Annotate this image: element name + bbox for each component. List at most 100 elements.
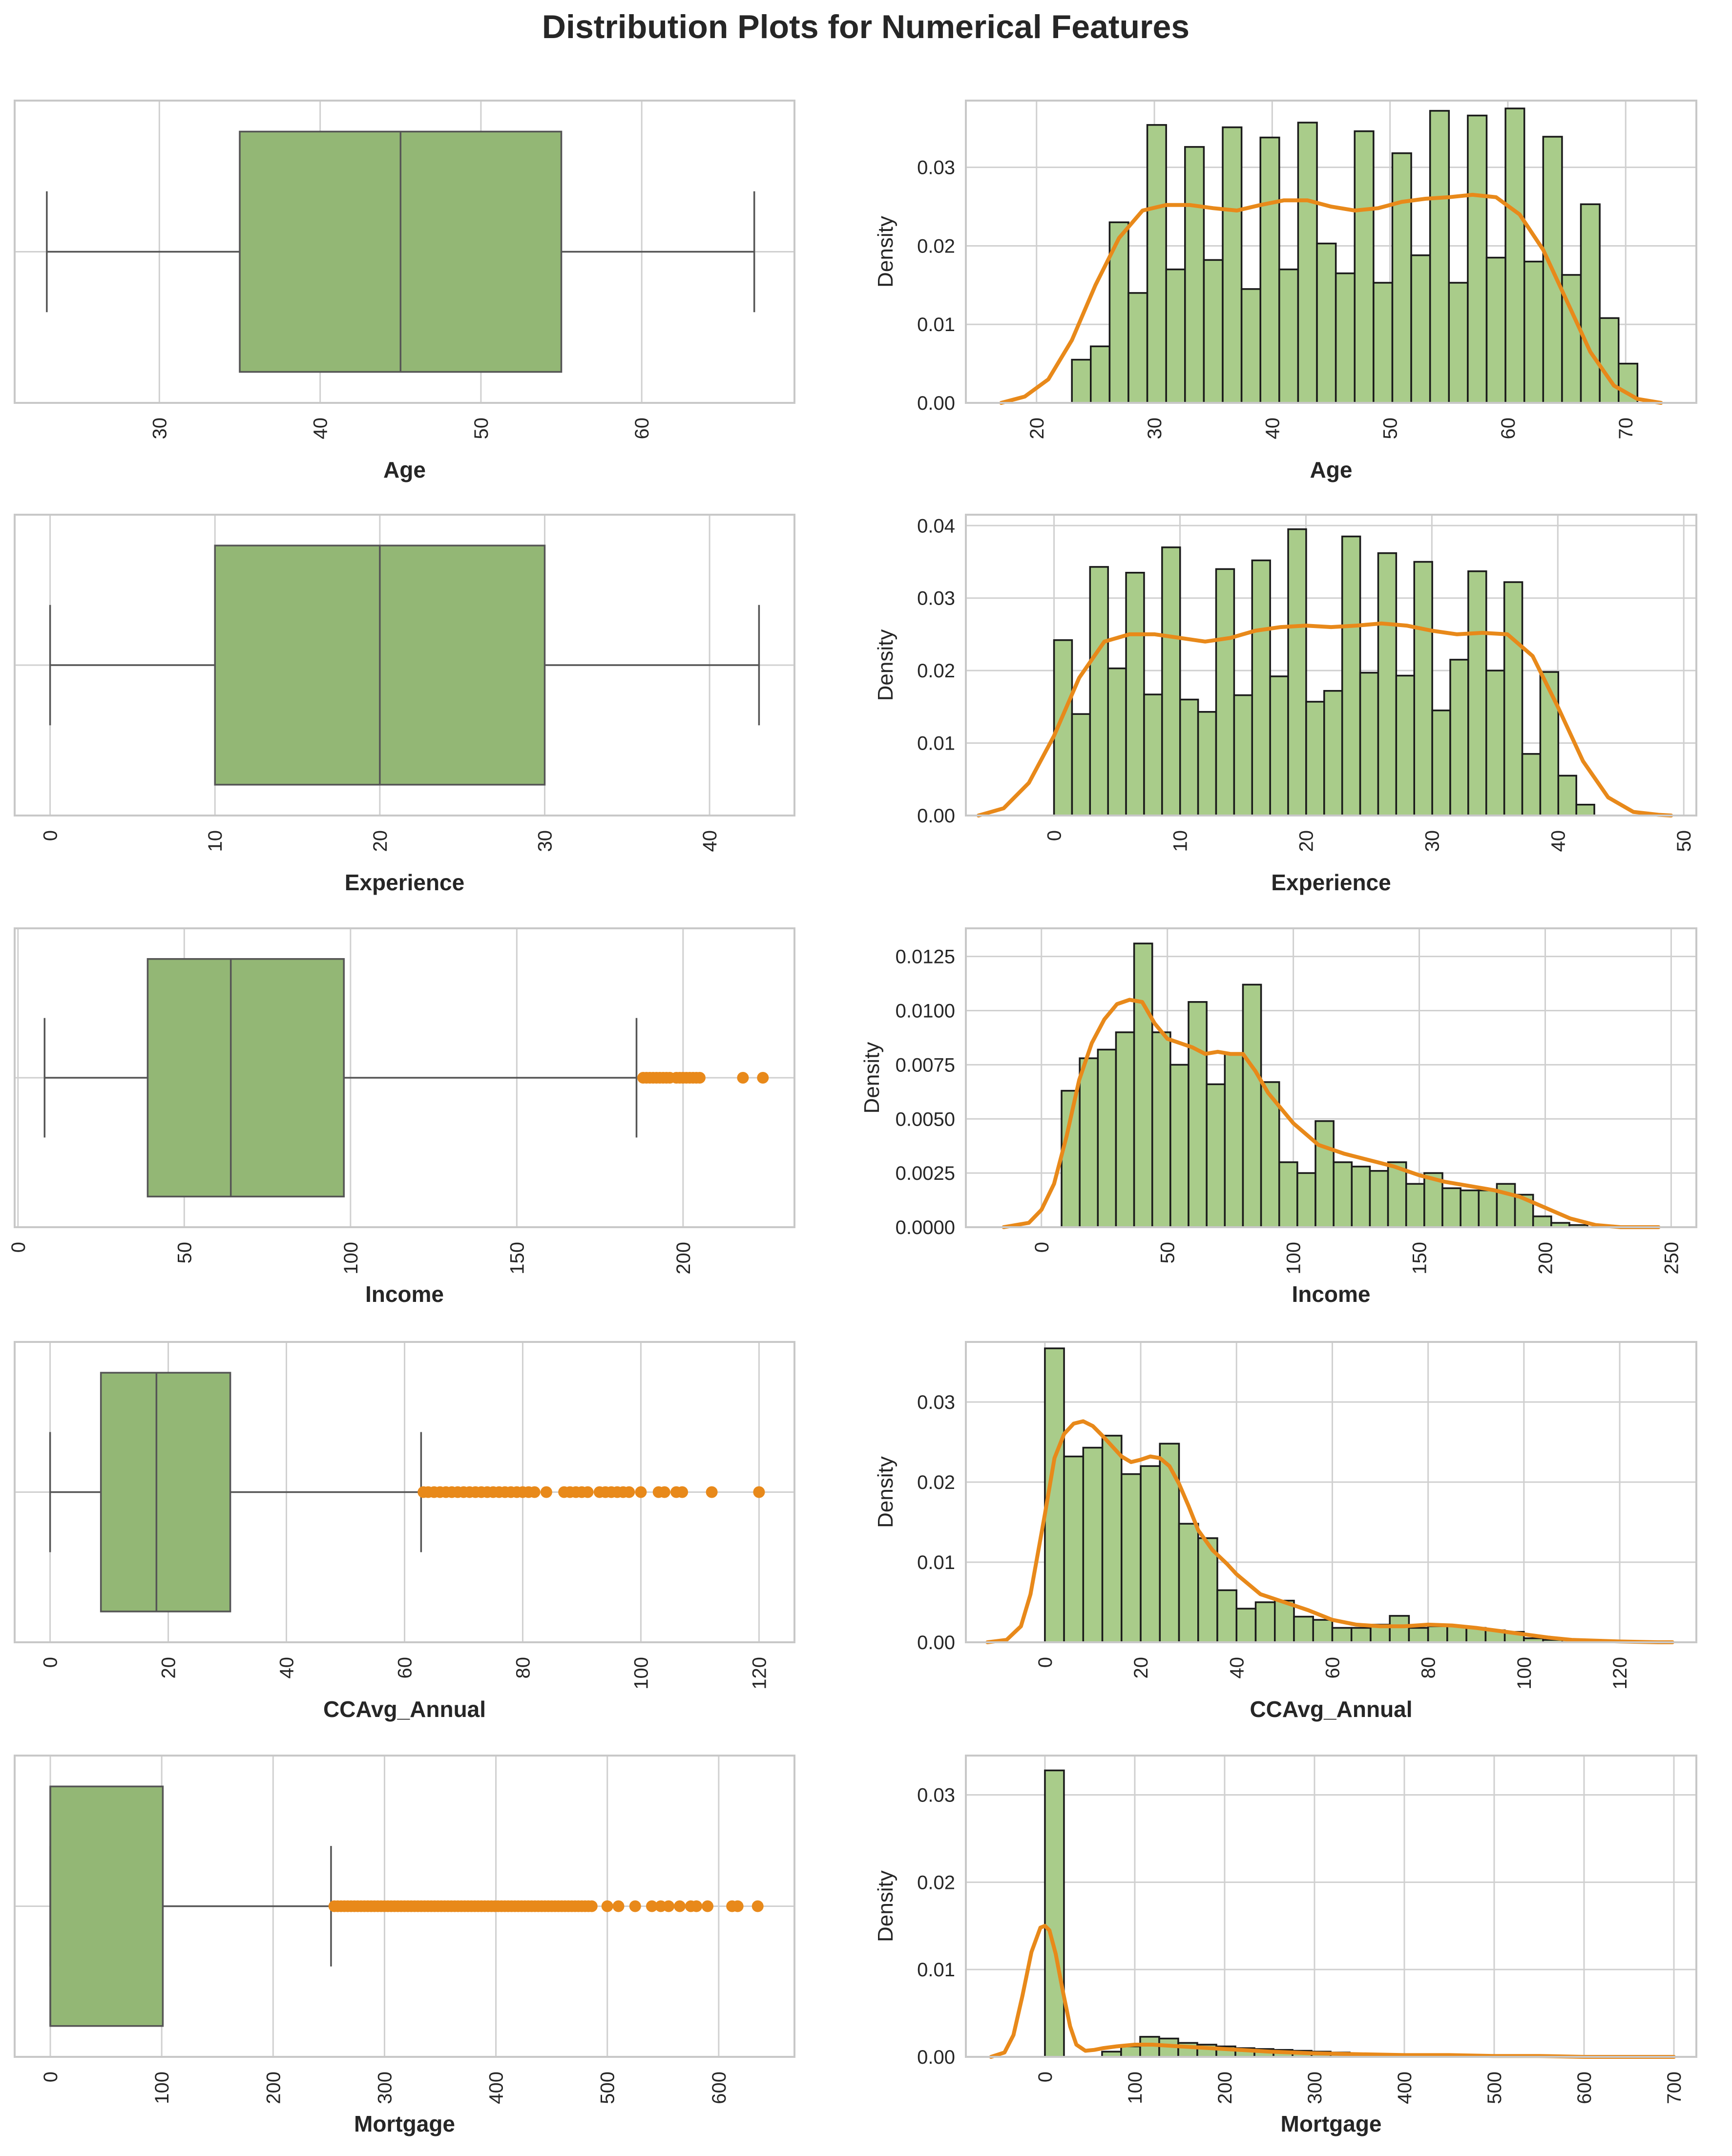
histogram-bar <box>1128 293 1148 403</box>
histogram-bar <box>1406 1184 1424 1227</box>
x-tick-label: 60 <box>395 1657 416 1679</box>
histogram-bar <box>1374 283 1393 403</box>
x-tick-label: 200 <box>673 1242 694 1275</box>
x-axis-label: Experience <box>1271 870 1391 895</box>
x-tick-label: 20 <box>1295 830 1317 852</box>
histogram-bar <box>1524 262 1544 403</box>
histogram-bar <box>1486 670 1504 816</box>
histogram-bar <box>1064 1457 1083 1642</box>
y-tick-label: 0.00 <box>917 1632 955 1654</box>
histogram-bar <box>1411 255 1430 403</box>
histogram-bar <box>1252 561 1270 816</box>
x-axis-label: CCAvg_Annual <box>1250 1696 1412 1722</box>
x-tick-label: 500 <box>597 2072 619 2104</box>
histogram-bar <box>1332 1628 1351 1642</box>
outlier-point <box>694 1072 706 1084</box>
outlier-point <box>706 1486 718 1498</box>
histogram-bar <box>1160 1444 1179 1642</box>
x-tick-label: 0 <box>40 830 62 841</box>
x-tick-label: 500 <box>1484 2072 1505 2104</box>
histogram-bar <box>1479 1191 1497 1227</box>
histogram-bar <box>1533 1216 1551 1227</box>
x-tick-label: 40 <box>276 1657 298 1679</box>
outlier-point <box>629 1901 641 1912</box>
histogram-bar <box>1122 1474 1141 1642</box>
x-tick-label: 60 <box>631 418 653 440</box>
histogram-bar <box>1234 695 1252 816</box>
x-tick-label: 100 <box>1283 1242 1305 1275</box>
y-tick-label: 0.00 <box>917 2047 955 2068</box>
outlier-point <box>582 1486 594 1498</box>
histogram-bar <box>1166 270 1185 403</box>
histogram-bar <box>1352 1167 1370 1227</box>
iqr-box <box>101 1373 230 1612</box>
histogram-bar <box>1121 2047 1140 2057</box>
outlier-point <box>676 1486 688 1498</box>
y-tick-label: 0.02 <box>917 1472 955 1493</box>
histogram-bar <box>1370 1171 1388 1227</box>
outlier-point <box>602 1901 613 1912</box>
x-tick-label: 10 <box>1169 830 1191 852</box>
x-tick-label: 0 <box>40 1657 62 1668</box>
histogram-bar <box>1442 1188 1461 1227</box>
x-tick-label: 40 <box>1547 830 1569 852</box>
x-tick-label: 50 <box>471 418 492 440</box>
histogram-bar <box>1336 273 1355 403</box>
histogram-bar <box>1144 694 1162 816</box>
y-axis-label: Density <box>874 1870 897 1942</box>
histogram-bar <box>1255 1602 1274 1642</box>
iqr-box <box>50 1786 163 2026</box>
x-tick-label: 10 <box>205 830 226 852</box>
x-tick-label: 50 <box>174 1242 195 1264</box>
histogram-bar <box>1360 673 1378 816</box>
y-tick-label: 0.0125 <box>896 946 955 968</box>
histogram-bar <box>1180 700 1198 816</box>
histogram-bar <box>1223 127 1242 403</box>
x-tick-label: 200 <box>1535 1242 1556 1275</box>
histogram-bar <box>1409 1628 1428 1642</box>
histogram-bar <box>1204 260 1223 403</box>
x-tick-label: 250 <box>1661 1242 1682 1275</box>
outlier-point <box>529 1486 541 1498</box>
y-tick-label: 0.02 <box>917 235 955 257</box>
outlier-point <box>757 1072 769 1084</box>
histogram-bar <box>1134 943 1152 1227</box>
y-tick-label: 0.01 <box>917 314 955 335</box>
y-tick-label: 0.01 <box>917 733 955 754</box>
histogram-bar <box>1198 712 1216 816</box>
x-axis-label: Income <box>1292 1281 1370 1307</box>
outlier-point <box>690 1901 702 1912</box>
histogram-bar <box>1207 1084 1225 1227</box>
histogram-bar <box>1355 131 1374 403</box>
y-tick-label: 0.02 <box>917 1872 955 1893</box>
histogram-bar <box>1468 116 1487 403</box>
x-tick-label: 20 <box>1026 418 1048 440</box>
x-tick-label: 600 <box>709 2072 730 2104</box>
histogram-bar <box>1317 244 1336 403</box>
x-tick-label: 20 <box>1130 1657 1152 1679</box>
x-tick-label: 30 <box>1144 418 1166 440</box>
outlier-point <box>541 1486 552 1498</box>
histogram-bar <box>1342 537 1360 816</box>
histogram-bar <box>1080 1058 1098 1227</box>
plot-area <box>966 1756 1696 2057</box>
iqr-box <box>147 959 344 1197</box>
x-tick-label: 40 <box>310 418 332 440</box>
outlier-point <box>635 1486 647 1498</box>
histogram-bar <box>1103 1436 1122 1642</box>
histogram-bar <box>1324 691 1342 816</box>
x-tick-label: 50 <box>1380 418 1401 440</box>
histogram-bar <box>1225 1054 1243 1227</box>
histogram-bar <box>1236 1609 1255 1642</box>
y-axis-label: Density <box>874 1456 897 1528</box>
histogram-bar <box>1392 153 1411 403</box>
histogram-bar <box>1581 204 1600 403</box>
x-tick-label: 30 <box>149 418 170 440</box>
x-tick-label: 400 <box>486 2072 507 2104</box>
histogram-bar <box>1487 258 1506 403</box>
outlier-point <box>623 1486 635 1498</box>
y-tick-label: 0.03 <box>917 1784 955 1806</box>
x-tick-label: 70 <box>1615 418 1637 440</box>
histogram-bar <box>1388 1162 1406 1227</box>
